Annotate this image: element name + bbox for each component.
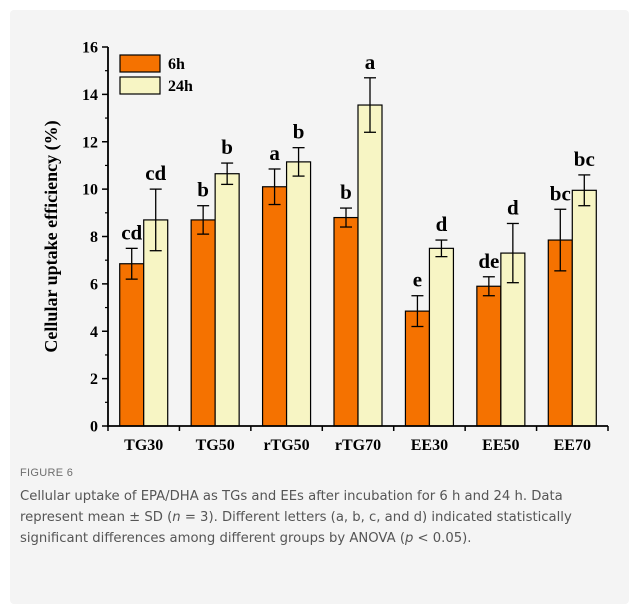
caption-part-1: Cellular uptake of EPA/DHA as TGs and EE… [20, 489, 563, 525]
y-tick-label-0: 0 [90, 419, 98, 436]
legend-swatch-1 [119, 76, 161, 95]
bar-24h-EE30 [428, 247, 455, 427]
x-tick-label-EE70: EE70 [554, 437, 591, 454]
significance-letter-TG30-0: cd [121, 220, 142, 244]
x-tick-label-EE30: EE30 [411, 437, 448, 454]
bar-6h-EE30 [404, 310, 431, 427]
significance-letter-TG30-1: cd [145, 161, 166, 185]
bar-6h-TG30 [119, 263, 145, 427]
bar-24h-EE70 [571, 189, 597, 427]
significance-letter-rTG50-1: b [293, 120, 305, 144]
y-tick-label-10: 10 [82, 182, 98, 199]
bar-24h-TG50 [214, 173, 240, 427]
y-tick-label-8: 8 [90, 229, 98, 246]
figure-caption: Cellular uptake of EPA/DHA as TGs and EE… [20, 486, 620, 549]
significance-letter-EE30-0: e [413, 268, 422, 292]
legend-label-1: 24h [168, 78, 193, 95]
x-tick-label-TG30: TG30 [124, 437, 163, 454]
legend-label-0: 6h [168, 56, 185, 73]
x-tick-label-rTG50: rTG50 [263, 437, 309, 454]
bar-6h-EE50 [476, 285, 502, 427]
legend-swatch-0 [119, 54, 161, 73]
significance-letter-rTG70-0: b [340, 180, 352, 204]
significance-letter-TG50-0: b [197, 178, 209, 202]
significance-letter-TG50-1: b [221, 135, 233, 159]
y-axis-title: Cellular uptake efficiency (%) [41, 120, 62, 352]
significance-letter-EE70-0: bc [550, 181, 571, 205]
y-tick-label-14: 14 [82, 87, 98, 104]
y-tick-label-2: 2 [90, 371, 98, 388]
significance-letter-EE70-1: bc [574, 147, 595, 171]
x-tick-label-EE50: EE50 [482, 437, 519, 454]
x-tick-label-rTG70: rTG70 [335, 437, 381, 454]
bar-6h-rTG70 [333, 216, 359, 427]
caption-p-symbol: p [404, 531, 414, 546]
significance-letter-EE50-0: de [478, 249, 499, 273]
y-tick-label-4: 4 [90, 324, 98, 341]
caption-part-3: < 0.05). [413, 531, 472, 546]
bar-24h-rTG50 [285, 161, 312, 427]
significance-letter-EE50-1: d [507, 195, 519, 219]
significance-letter-EE30-1: d [436, 212, 448, 236]
figure-label: FIGURE 6 [20, 467, 74, 479]
bar-24h-rTG70 [357, 104, 383, 427]
y-tick-label-12: 12 [82, 134, 98, 151]
caption-n-symbol: n [172, 510, 181, 525]
bar-6h-rTG50 [261, 186, 288, 427]
y-tick-label-16: 16 [82, 40, 98, 57]
bar-6h-TG50 [190, 219, 216, 427]
significance-letter-rTG70-1: a [365, 50, 376, 74]
significance-letter-rTG50-0: a [269, 141, 280, 165]
caption-part-2: = 3). Different letters (a, b, c, and d)… [20, 510, 572, 546]
x-tick-label-TG50: TG50 [196, 437, 235, 454]
figure-container [10, 10, 629, 604]
y-tick-label-6: 6 [90, 276, 98, 293]
